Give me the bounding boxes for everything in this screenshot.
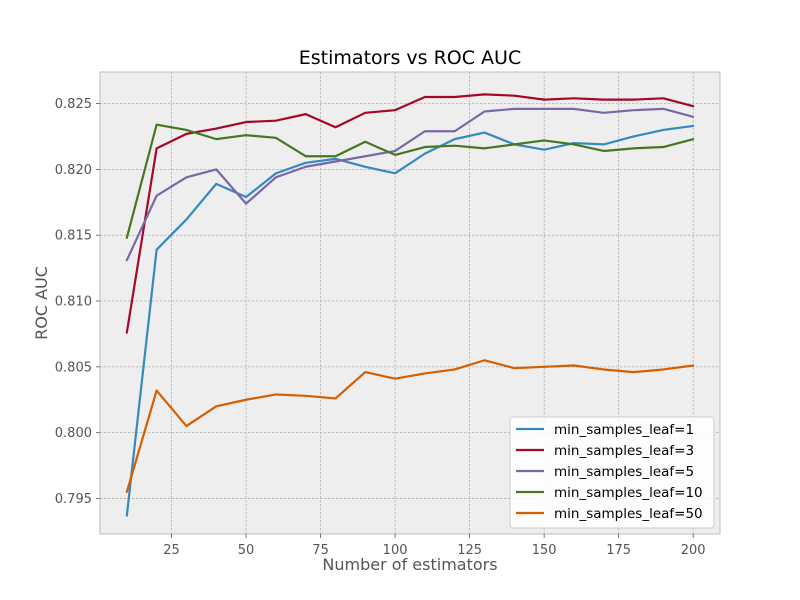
x-tick-label: 25 [163, 543, 180, 558]
legend-box [509, 416, 715, 529]
x-axis: 25 50 75 100 125 150 175 200 [163, 534, 706, 558]
x-tick-label: 50 [238, 543, 255, 558]
legend-label: min_samples_leaf=10 [554, 485, 703, 501]
y-tick-label: 0.810 [55, 295, 92, 310]
legend-label: min_samples_leaf=3 [554, 443, 694, 459]
y-axis: 0.795 0.800 0.805 0.810 0.815 0.820 0.825 [55, 97, 100, 507]
x-tick-label: 125 [457, 543, 482, 558]
series-line-5 [125, 359, 695, 493]
y-axis-label: ROC AUC [32, 266, 51, 340]
y-tick-label: 0.820 [55, 163, 92, 178]
x-tick-label: 175 [606, 543, 631, 558]
x-axis-label: Number of estimators [322, 555, 497, 574]
series-line-4 [125, 123, 695, 239]
x-tick-label: 75 [312, 543, 329, 558]
y-tick-label: 0.825 [55, 97, 92, 112]
chart-title: Estimators vs ROC AUC [299, 47, 521, 69]
legend-label: min_samples_leaf=50 [554, 506, 703, 522]
series-line-2 [125, 93, 695, 334]
series-line-1 [125, 124, 695, 517]
y-tick-label: 0.805 [55, 360, 92, 375]
series-line-3 [125, 107, 695, 262]
series-layer [125, 93, 695, 517]
y-tick-label: 0.795 [55, 492, 92, 507]
x-tick-label: 150 [532, 543, 557, 558]
legend: min_samples_leaf=1 min_samples_leaf=3 min_… [509, 416, 715, 529]
legend-label: min_samples_leaf=1 [554, 422, 694, 438]
y-tick-label: 0.800 [55, 426, 92, 441]
legend-label: min_samples_leaf=5 [554, 464, 694, 480]
x-tick-label: 100 [383, 543, 408, 558]
x-tick-label: 200 [681, 543, 706, 558]
y-tick-label: 0.815 [55, 229, 92, 244]
